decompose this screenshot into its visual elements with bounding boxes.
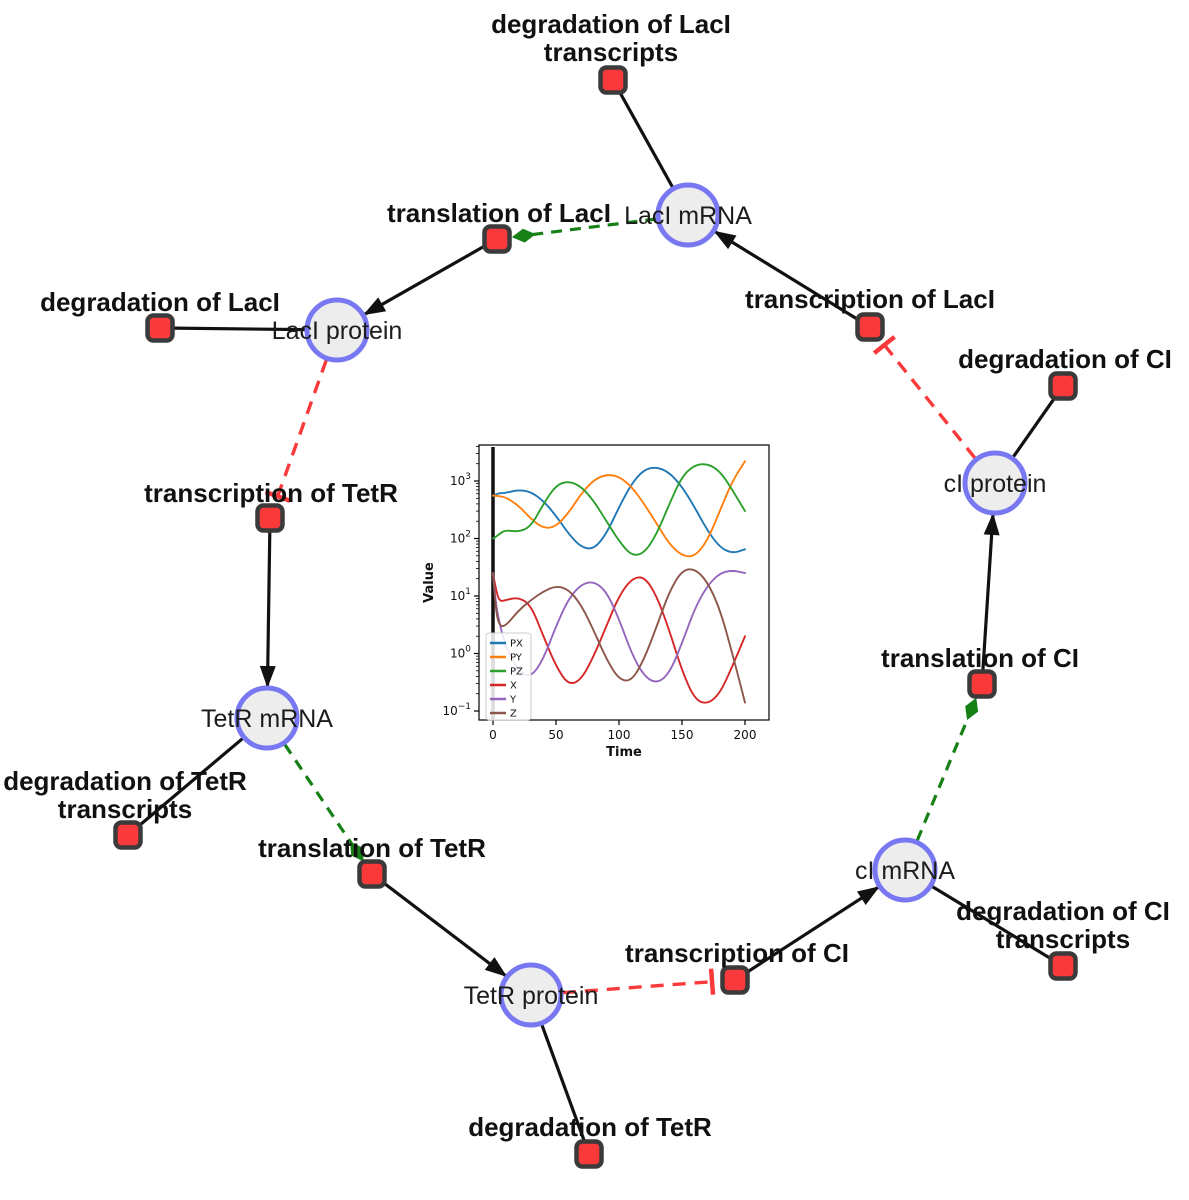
reaction-label-degradation-of-laci-transcripts-line2: transcripts [544, 37, 678, 67]
reaction-label-degradation-of-tetr-transcripts-line2: transcripts [58, 794, 192, 824]
reaction-label-degradation-of-tetr: degradation of TetR [468, 1112, 712, 1142]
edge-consumption-laci-protein-to-degradation-of-laci [173, 326, 308, 332]
reaction-node-translation-of-laci[interactable] [482, 224, 512, 254]
reaction-node-degradation-of-laci[interactable] [145, 313, 175, 343]
chart-legend-label-X: X [510, 681, 517, 692]
species-label-tetr-mrna: TetR mRNA [201, 705, 333, 733]
chart-y-tick-label: 103 [450, 472, 471, 488]
species-node-laci-mrna[interactable] [655, 182, 721, 248]
chart-series-PX [492, 466, 746, 554]
chart-legend-label-Y: Y [509, 695, 517, 706]
species-label-tetr-protein: TetR protein [464, 982, 599, 1010]
chart-legend-label-PY: PY [510, 653, 523, 664]
chart-y-tick-label: 102 [450, 530, 471, 546]
reaction-label-translation-of-tetr: translation of TetR [258, 833, 486, 863]
chart-y-tick-label: 100 [450, 645, 471, 661]
species-label-laci-protein: LacI protein [272, 317, 403, 345]
edge-production-translation-of-tetr-to-tetr-protein [382, 881, 508, 978]
chart-ylabel: Value [422, 562, 437, 603]
species-label-ci-protein: cI protein [944, 470, 1047, 498]
chart-x-tick-label: 100 [608, 728, 631, 742]
edge-consumption-tetr-mrna-to-degradation-of-tetr-transcripts [137, 736, 246, 828]
edge-catalysis-ci-mrna-to-translation-of-ci [915, 697, 979, 842]
reaction-node-translation-of-tetr[interactable] [357, 859, 387, 889]
chart-series-PY [492, 460, 746, 558]
reaction-label-degradation-of-ci-transcripts: degradation of CI [956, 896, 1170, 926]
timeseries-inset-chart: 10−1 100 101 102 103 0 50 100 150 200 Time Value PX P… [422, 444, 770, 760]
edge-inhibition-tetr-protein-to-transcription-of-ci [562, 968, 716, 995]
chart-series-PZ [492, 463, 746, 556]
reaction-node-degradation-of-tetr-transcripts[interactable] [113, 820, 143, 850]
edge-inhibition-ci-protein-to-transcription-of-laci [872, 335, 977, 460]
reaction-label-degradation-of-ci: degradation of CI [958, 344, 1172, 374]
edge-catalysis-tetr-mrna-to-translation-of-tetr [283, 743, 364, 862]
reaction-label-translation-of-ci: translation of CI [881, 643, 1079, 673]
edge-consumption-tetr-protein-to-degradation-of-tetr [539, 1022, 586, 1142]
edge-production-transcription-of-laci-to-laci-mrna [713, 229, 859, 322]
chart-legend-box [485, 632, 532, 721]
chart-y-tick-label: 101 [450, 587, 471, 603]
reaction-node-degradation-of-tetr[interactable] [574, 1139, 604, 1169]
reaction-node-degradation-of-ci-transcripts[interactable] [1048, 951, 1078, 981]
reaction-node-transcription-of-tetr[interactable] [255, 503, 285, 533]
edges-layer [137, 91, 1057, 1142]
reaction-node-transcription-of-laci[interactable] [855, 312, 885, 342]
species-node-tetr-protein[interactable] [498, 962, 564, 1028]
reaction-node-degradation-of-ci[interactable] [1048, 371, 1078, 401]
edge-consumption-ci-protein-to-degradation-of-ci [1010, 396, 1057, 460]
chart-x-tick-label: 200 [734, 728, 757, 742]
edge-consumption-laci-mrna-to-degradation-of-laci-transcripts [618, 91, 675, 190]
edge-inhibition-laci-protein-to-transcription-of-tetr [264, 359, 328, 503]
reaction-label-degradation-of-laci: degradation of LacI [40, 287, 280, 317]
reaction-node-translation-of-ci[interactable] [967, 669, 997, 699]
chart-y-tick-label: 10−1 [442, 702, 471, 718]
chart-legend-label-PX: PX [510, 639, 523, 650]
edge-catalysis-laci-mrna-to-translation-of-laci [511, 217, 657, 243]
species-node-laci-protein[interactable] [304, 297, 370, 363]
edge-production-translation-of-laci-to-laci-protein [363, 244, 486, 317]
reaction-label-degradation-of-ci-transcripts-line2: transcripts [996, 924, 1130, 954]
reaction-label-transcription-of-ci: transcription of CI [625, 938, 849, 968]
reaction-node-transcription-of-ci[interactable] [720, 965, 750, 995]
reaction-node-degradation-of-laci-transcripts[interactable] [598, 65, 628, 95]
reaction-label-transcription-of-laci: transcription of LacI [745, 284, 995, 314]
reaction-label-degradation-of-tetr-transcripts: degradation of TetR [3, 766, 247, 796]
chart-x-tick-label: 150 [671, 728, 694, 742]
species-node-tetr-mrna[interactable] [234, 685, 300, 751]
chart-legend-label-Z: Z [510, 709, 517, 720]
species-node-ci-mrna[interactable] [872, 837, 938, 903]
chart-xlabel: Time [606, 745, 642, 760]
edge-production-transcription-of-ci-to-ci-mrna [745, 885, 880, 974]
species-node-ci-protein[interactable] [962, 450, 1028, 516]
reaction-label-degradation-of-laci-transcripts: degradation of LacI [491, 9, 731, 39]
chart-x-tick-label: 0 [489, 728, 497, 742]
edge-production-transcription-of-tetr-to-tetr-mrna [259, 531, 276, 689]
chart-series-Z [492, 568, 746, 704]
chart-x-tick-label: 50 [548, 728, 563, 742]
edge-production-translation-of-ci-to-ci-protein [981, 512, 1000, 671]
nodes-layer [113, 65, 1078, 1169]
edge-consumption-ci-mrna-to-degradation-of-ci-transcripts [929, 884, 1052, 961]
labels-layer: LacI mRNA LacI protein TetR mRNA TetR prote… [3, 9, 1172, 1142]
species-label-laci-mrna: LacI mRNA [624, 202, 752, 230]
species-label-ci-mrna: cI mRNA [855, 857, 955, 885]
reaction-label-translation-of-laci: translation of LacI [387, 198, 611, 228]
reaction-label-transcription-of-tetr: transcription of TetR [144, 478, 398, 508]
chart-series-X [492, 572, 746, 704]
chart-legend-label-PZ: PZ [510, 667, 523, 678]
